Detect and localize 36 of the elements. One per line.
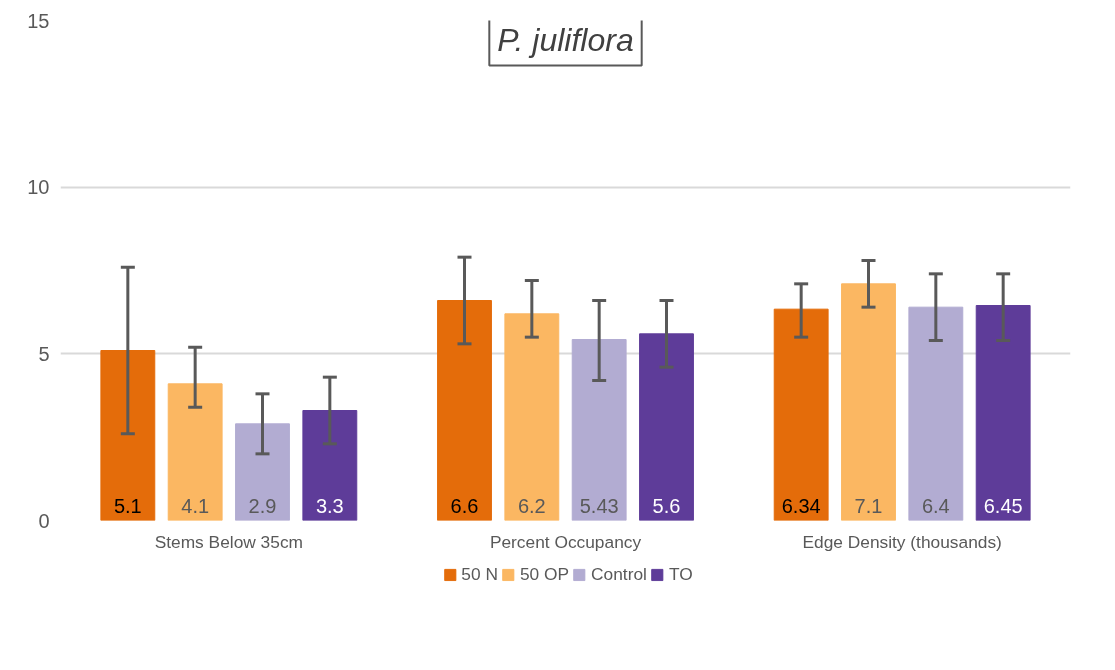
bar <box>302 410 358 521</box>
data-label: 2.9 <box>248 494 277 517</box>
bar <box>639 333 694 521</box>
x-tick-label: Edge Density (thousands) <box>802 531 1002 552</box>
legend-label: TO <box>668 563 693 585</box>
bar <box>167 383 223 521</box>
data-label: 5.1 <box>113 494 142 517</box>
y-tick-label: 10 <box>27 176 50 199</box>
y-tick-label: 0 <box>38 509 50 532</box>
data-label: 5.6 <box>652 494 681 517</box>
data-label: 6.45 <box>983 494 1023 517</box>
data-label: 7.1 <box>854 494 883 517</box>
bar <box>975 305 1031 521</box>
legend-label: 50 OP <box>519 563 570 585</box>
legend-label: 50 N <box>461 563 498 585</box>
legend-label: Control <box>591 563 647 585</box>
y-tick-label: 15 <box>27 9 50 32</box>
bar <box>841 283 896 521</box>
x-tick-label: Stems Below 35cm <box>154 531 303 552</box>
bar <box>908 306 964 521</box>
data-label: 5.43 <box>579 494 619 517</box>
data-label: 4.1 <box>181 494 210 517</box>
bar <box>235 423 290 521</box>
bar <box>504 313 560 521</box>
bar <box>571 339 627 521</box>
bar <box>437 300 492 521</box>
data-label: 6.2 <box>517 494 546 517</box>
data-label: 3.3 <box>315 494 344 517</box>
data-label: 6.34 <box>781 494 821 517</box>
x-tick-label: Percent Occupancy <box>489 531 642 552</box>
data-label: 6.6 <box>450 494 479 517</box>
bar <box>100 350 156 521</box>
bar <box>773 308 829 521</box>
y-tick-label: 5 <box>38 342 50 365</box>
chart-title: P. juliflora <box>497 21 634 58</box>
data-label: 6.4 <box>921 494 950 517</box>
